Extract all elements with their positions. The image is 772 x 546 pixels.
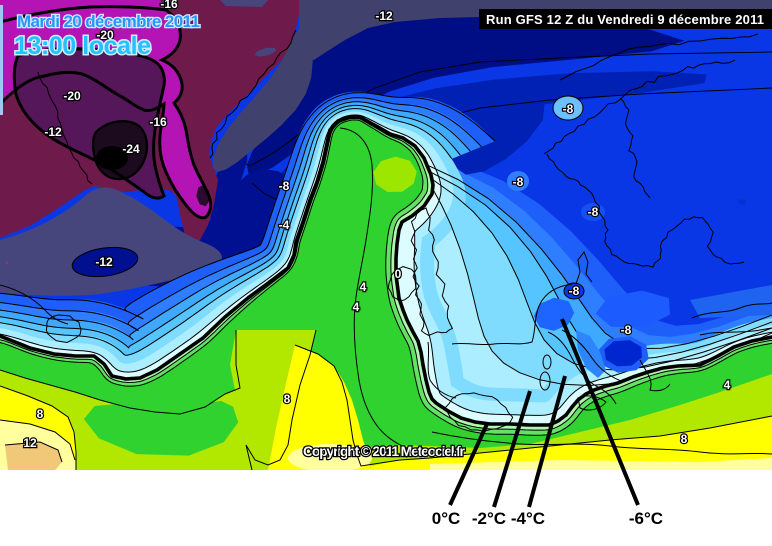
svg-text:8: 8 <box>284 392 291 406</box>
svg-text:0: 0 <box>395 267 402 281</box>
svg-text:-12: -12 <box>375 9 393 23</box>
svg-text:-2°C: -2°C <box>472 509 506 528</box>
svg-text:8: 8 <box>37 407 44 421</box>
svg-text:-6°C: -6°C <box>629 509 663 528</box>
svg-text:Copyright © 2011 Meteociel.fr: Copyright © 2011 Meteociel.fr <box>303 443 466 459</box>
svg-text:-4: -4 <box>279 218 290 232</box>
svg-text:-16: -16 <box>160 0 178 11</box>
svg-text:8: 8 <box>681 432 688 446</box>
svg-text:-8: -8 <box>569 284 580 298</box>
svg-text:-20: -20 <box>96 28 114 42</box>
svg-text:-24: -24 <box>122 142 140 156</box>
svg-text:-12: -12 <box>95 255 113 269</box>
svg-text:-16: -16 <box>149 115 167 129</box>
svg-text:12: 12 <box>23 436 37 450</box>
svg-text:13:00 locale: 13:00 locale <box>14 32 151 60</box>
svg-text:-8: -8 <box>563 102 574 116</box>
svg-text:4: 4 <box>724 378 731 392</box>
svg-text:4: 4 <box>353 300 360 314</box>
svg-text:-4°C: -4°C <box>511 509 545 528</box>
svg-text:-12: -12 <box>44 125 62 139</box>
svg-text:4: 4 <box>360 280 367 294</box>
svg-text:-8: -8 <box>513 175 524 189</box>
svg-text:-20: -20 <box>63 89 81 103</box>
svg-text:-8: -8 <box>588 205 599 219</box>
svg-text:-8: -8 <box>279 179 290 193</box>
svg-text:-8: -8 <box>621 323 632 337</box>
svg-text:0°C: 0°C <box>432 509 461 528</box>
svg-text:Run GFS 12 Z du Vendredi 9 déc: Run GFS 12 Z du Vendredi 9 décembre 2011 <box>486 12 764 27</box>
svg-text:Mardi 20 décembre 2011: Mardi 20 décembre 2011 <box>17 12 200 31</box>
